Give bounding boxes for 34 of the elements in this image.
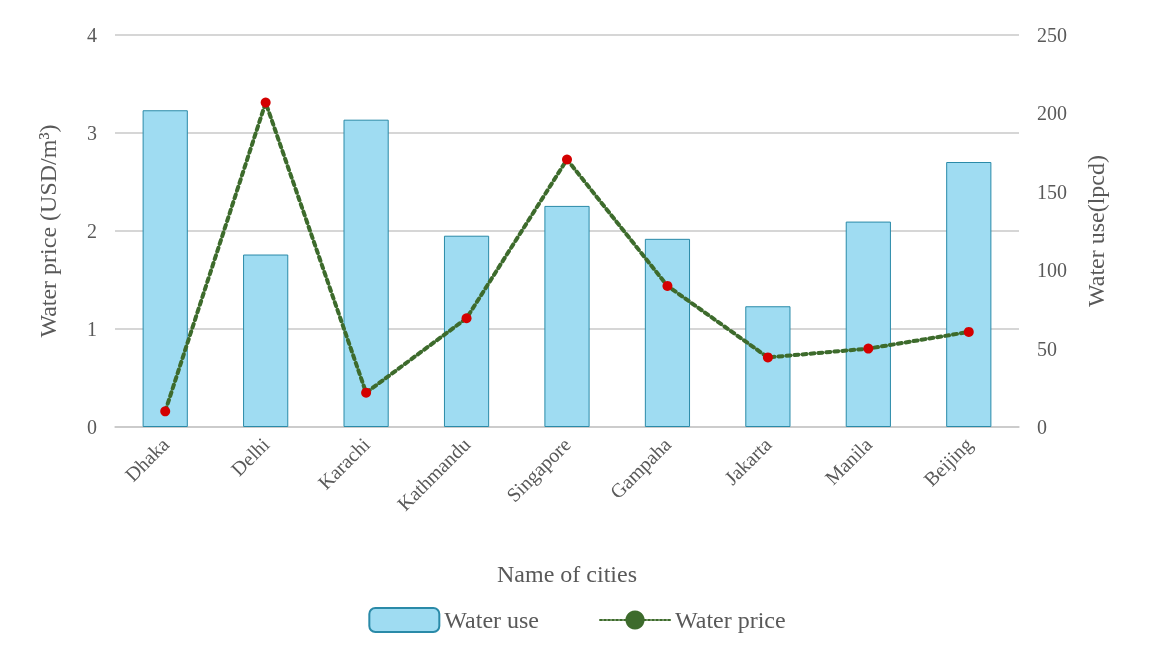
legend-label: Water price: [675, 607, 786, 633]
bar: [745, 306, 791, 427]
point: [461, 313, 472, 324]
y-tick-label: 3: [87, 122, 97, 144]
y2-tick-label: 200: [1037, 102, 1067, 125]
y2-tick-label: 0: [1037, 416, 1047, 438]
bar: [644, 238, 691, 427]
x-axis-title: Name of cities: [497, 561, 637, 587]
point: [260, 97, 271, 108]
bar: [142, 110, 188, 427]
point: [160, 406, 171, 417]
bar: [343, 119, 389, 427]
y-axis-title: Water price (USD/m³): [35, 124, 61, 338]
bar: [443, 235, 490, 427]
y2-tick-label: 50: [1037, 337, 1057, 360]
y-tick-label: 1: [87, 318, 97, 340]
y2-tick-label: 100: [1037, 259, 1067, 282]
legend-label: Water use: [444, 607, 540, 633]
y2-axis-title: Water use(lpcd): [1083, 155, 1109, 307]
point: [361, 387, 372, 398]
y-tick-label: 0: [87, 416, 97, 438]
y-tick-label: 2: [87, 220, 97, 242]
point: [662, 280, 673, 291]
point: [562, 154, 572, 165]
y2-tick-label: 250: [1037, 24, 1067, 46]
bar: [544, 205, 590, 427]
y-tick-label: 4: [87, 24, 97, 46]
bar: [946, 162, 992, 427]
point: [762, 352, 773, 363]
y2-tick-label: 150: [1037, 180, 1067, 203]
bar: [243, 254, 289, 427]
point: [863, 343, 874, 354]
point: [963, 326, 974, 337]
bar: [845, 221, 891, 427]
